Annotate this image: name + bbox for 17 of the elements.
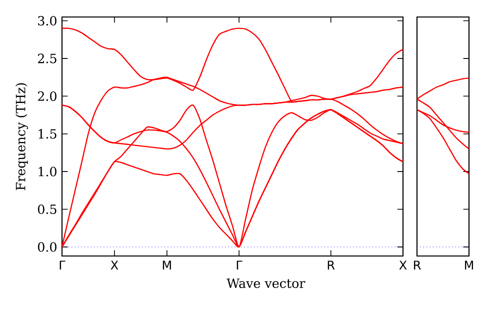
x-tick-label: Γ xyxy=(60,260,66,270)
x-tick-label: R xyxy=(414,260,421,270)
y-tick-label: 0.5 xyxy=(38,204,56,214)
y-tick-label: 0.0 xyxy=(38,242,56,252)
y-tick-label: 1.0 xyxy=(38,166,56,176)
y-tick-label: 3.0 xyxy=(38,16,56,26)
x-tick-label: X xyxy=(399,260,407,270)
y-tick-label: 2.0 xyxy=(38,91,56,101)
x-axis-title: Wave vector xyxy=(226,278,306,288)
x-tick-label: Γ xyxy=(236,260,242,270)
x-tick-label: M xyxy=(162,260,171,270)
x-tick-label: X xyxy=(110,260,118,270)
y-axis-title: Frequency (THz) xyxy=(16,83,28,190)
x-tick-label: R xyxy=(328,260,335,270)
y-tick-label: 1.5 xyxy=(38,129,56,139)
y-tick-label: 2.5 xyxy=(38,54,56,64)
x-tick-label: M xyxy=(464,260,473,270)
